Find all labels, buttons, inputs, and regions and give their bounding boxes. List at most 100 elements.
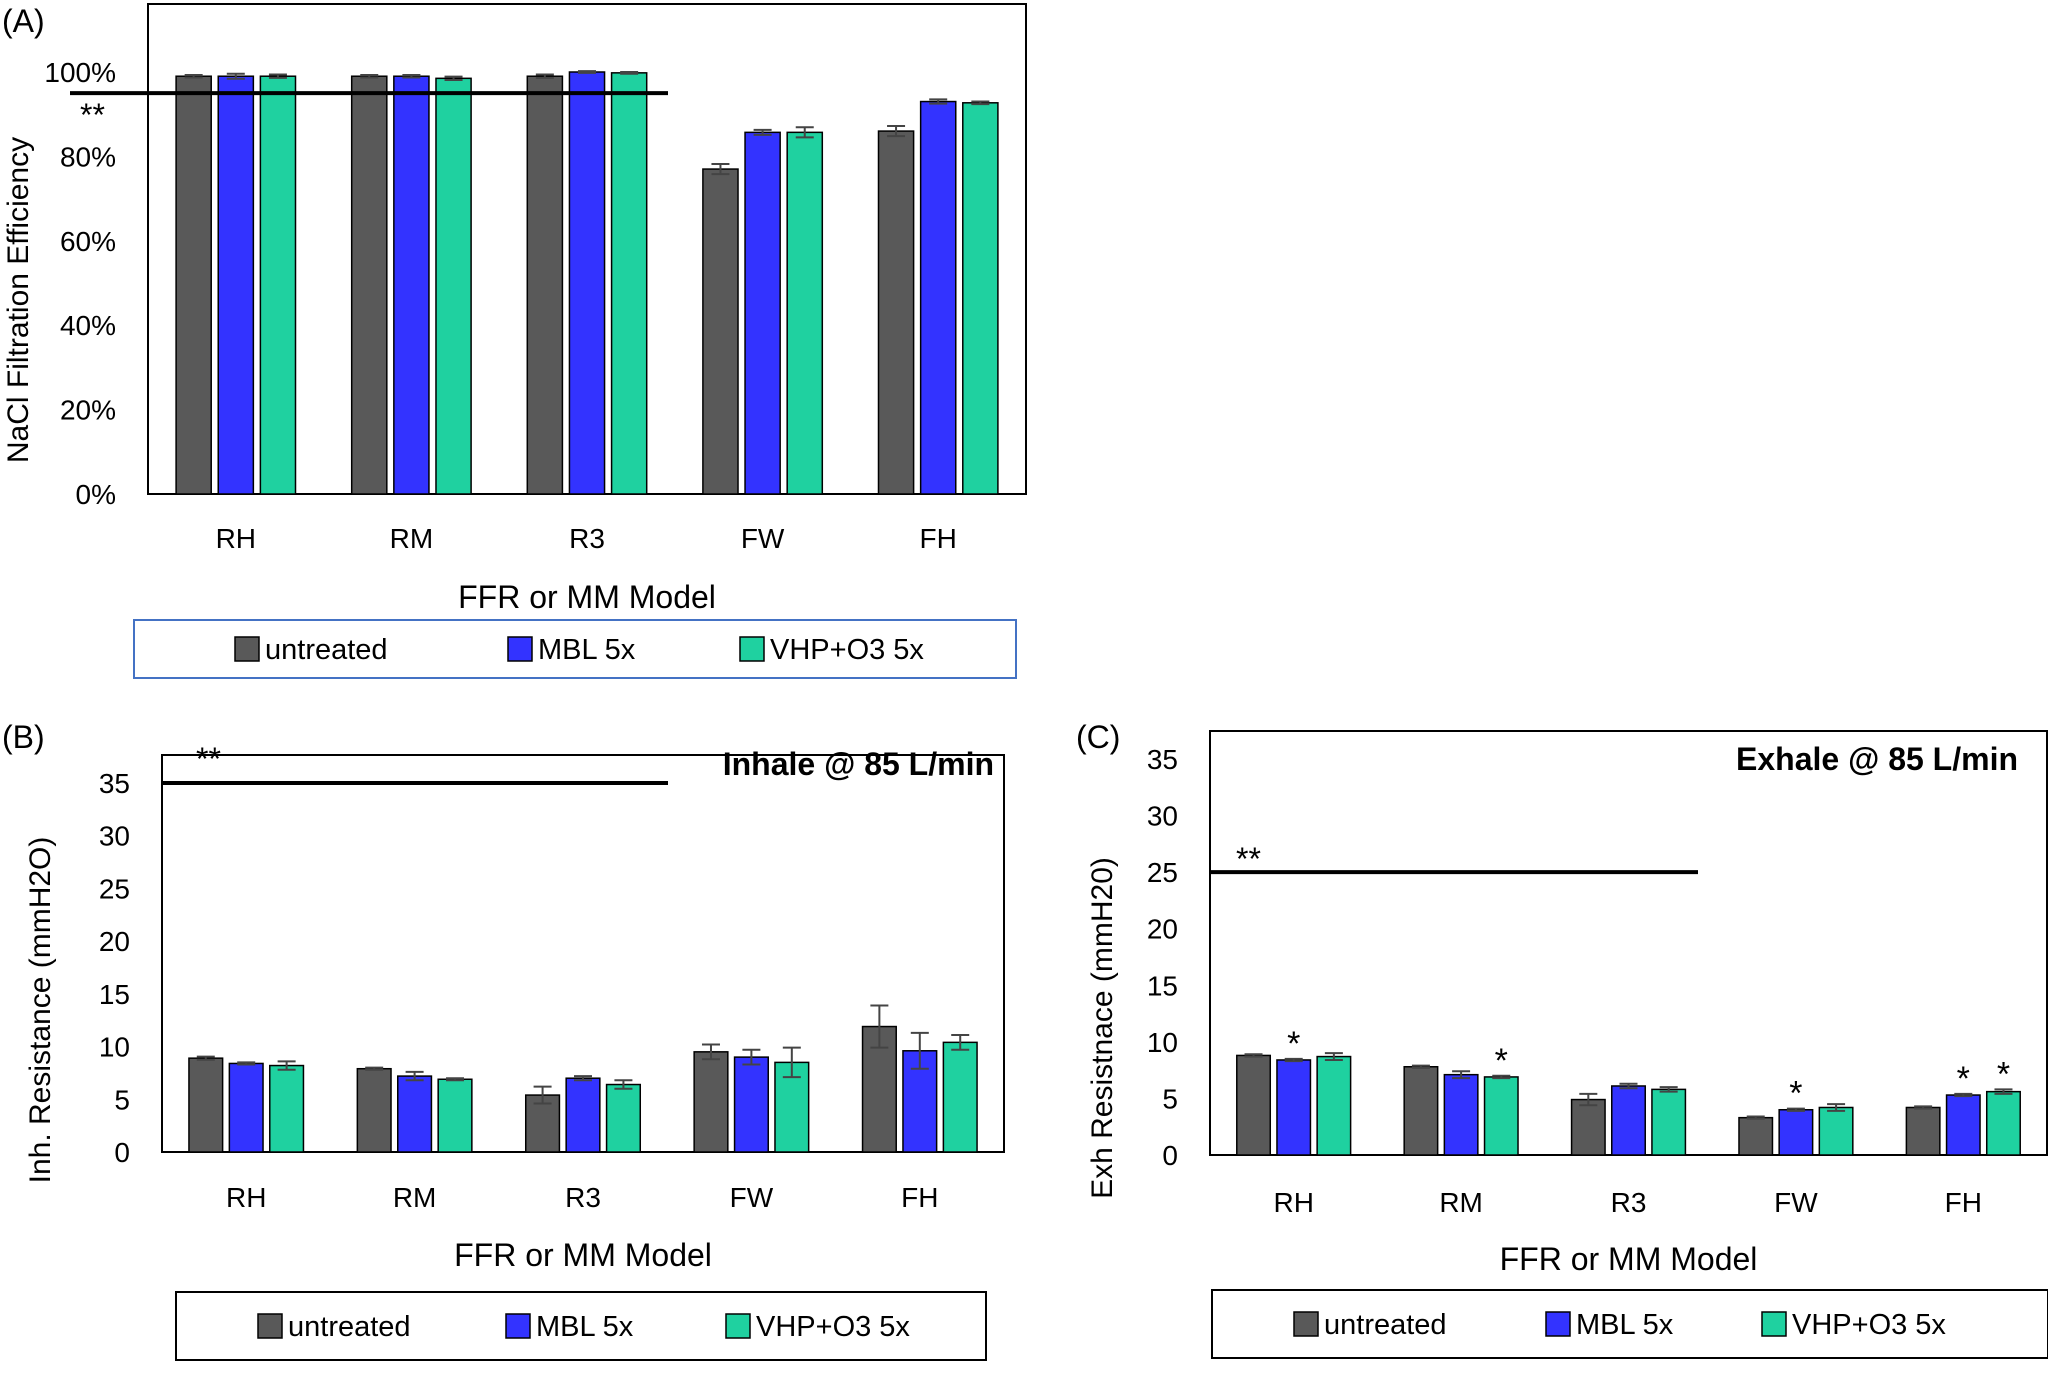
panel-b-reference-label: **	[196, 741, 221, 777]
panel-b-bar	[228, 1062, 264, 1153]
panel-a-bar	[393, 75, 430, 495]
panel-a-x-axis-label: FFR or MM Model	[458, 579, 716, 615]
panel-b-category-label: RM	[393, 1182, 437, 1213]
panel-b-legend-entry: MBL 5x	[536, 1311, 634, 1343]
panel-a-label: (A)	[2, 3, 45, 39]
panel-b-ytick-label: 20	[99, 926, 130, 957]
panel-a-category-label: R3	[569, 523, 605, 554]
panel-c-category-label: RH	[1273, 1187, 1313, 1218]
panel-b-ytick-label: 15	[99, 979, 130, 1010]
panel-b-bar	[942, 1041, 978, 1153]
panel-c-bar	[1778, 1108, 1814, 1156]
panel-c-bar	[1483, 1076, 1519, 1156]
panel-a-bar	[962, 102, 999, 495]
panel-c-category-label: RM	[1439, 1187, 1483, 1218]
panel-c-ytick-label: 15	[1147, 970, 1178, 1001]
panel-a-bar	[786, 131, 824, 495]
panel-c-category-label: FW	[1774, 1187, 1818, 1218]
panel-b-bar	[774, 1061, 810, 1153]
panel-c-legend-entry: MBL 5x	[1576, 1309, 1674, 1341]
panel-b-legend-entry: untreated	[288, 1311, 411, 1343]
panel-c-ytick-label: 10	[1147, 1027, 1178, 1058]
panel-a-bar	[217, 75, 255, 495]
panel-a-ytick-label: 0%	[76, 479, 116, 510]
panel-c-significance-marker: *	[1287, 1025, 1300, 1063]
panel-b-legend-entry: VHP+O3 5x	[756, 1311, 910, 1343]
panel-b-legend-box	[175, 1291, 987, 1361]
panel-a-category-label: FW	[741, 523, 785, 554]
panel-b-bar	[188, 1057, 224, 1153]
panel-a-ytick-label: 100%	[44, 57, 116, 88]
panel-a-bar	[568, 71, 606, 495]
panel-c-bar	[1276, 1059, 1312, 1156]
panel-c-ytick-label: 0	[1162, 1140, 1178, 1171]
panel-a-legend-entry: untreated	[265, 634, 388, 666]
panel-a-bar	[702, 168, 739, 495]
panel-a-legend-swatch	[507, 636, 533, 662]
panel-c-bar	[1403, 1065, 1439, 1156]
panel-a-bar	[919, 100, 957, 495]
panel-c-bar	[1316, 1055, 1352, 1156]
panel-b-category-label: R3	[565, 1182, 601, 1213]
panel-c-y-axis-label: Exh Resistnace (mmH20)	[1086, 857, 1119, 1199]
panel-c-ytick-label: 20	[1147, 914, 1178, 945]
panel-b-bar	[524, 1094, 561, 1153]
panel-b-category-label: RH	[226, 1182, 266, 1213]
panel-a-ytick-label: 20%	[60, 395, 116, 426]
panel-b-ytick-label: 5	[114, 1084, 130, 1115]
panel-c-bar	[1611, 1085, 1646, 1156]
panel-b-category-label: FW	[730, 1182, 774, 1213]
panel-b-bar	[397, 1075, 433, 1153]
panel-b-x-axis-label: FFR or MM Model	[454, 1237, 712, 1273]
panel-a-bar	[175, 75, 212, 495]
panel-c-bar	[1570, 1098, 1606, 1156]
panel-c-bar	[1905, 1106, 1941, 1156]
panel-b-category-label: FH	[901, 1182, 938, 1213]
panel-a-reference-label: **	[80, 97, 105, 133]
panel-a-category-label: RM	[390, 523, 434, 554]
panel-a-legend-entry: MBL 5x	[538, 634, 636, 666]
panel-c-bar	[1236, 1054, 1272, 1156]
panel-a-category-label: RH	[216, 523, 256, 554]
panel-b-ytick-label: 35	[99, 768, 130, 799]
panel-c-bar	[1945, 1094, 1981, 1156]
panel-a-category-label: FH	[920, 523, 957, 554]
panel-a-legend-entry: VHP+O3 5x	[770, 634, 924, 666]
panel-c-legend-swatch	[1761, 1311, 1787, 1337]
panel-c-x-axis-label: FFR or MM Model	[1500, 1241, 1758, 1277]
panel-c-legend-swatch	[1545, 1311, 1571, 1337]
panel-c-bar	[1443, 1073, 1479, 1156]
panel-b-bar	[733, 1056, 769, 1153]
panel-c-legend-swatch	[1293, 1311, 1319, 1337]
panel-c-label: (C)	[1076, 719, 1120, 755]
panel-a-bar	[744, 131, 781, 495]
panel-b-bar	[269, 1064, 305, 1153]
panel-b-bar	[605, 1083, 642, 1153]
panel-a-ytick-label: 80%	[60, 141, 116, 172]
panel-c-significance-marker: *	[1495, 1042, 1508, 1080]
panel-b-ytick-label: 30	[99, 821, 130, 852]
panel-c-title: Exhale @ 85 L/min	[1736, 741, 2018, 777]
panel-c-significance-marker: *	[1997, 1055, 2010, 1093]
panel-b-bar	[565, 1077, 601, 1153]
panel-a-bar	[526, 75, 564, 495]
panel-c-legend-box	[1211, 1289, 2048, 1359]
panel-b-ytick-label: 0	[114, 1137, 130, 1168]
panel-b-ytick-label: 10	[99, 1032, 130, 1063]
panel-b-legend-swatch	[725, 1313, 751, 1339]
panel-a-bar	[259, 75, 297, 495]
panel-c-category-label: FH	[1945, 1187, 1982, 1218]
panel-b-bar	[693, 1051, 729, 1153]
panel-c-reference-label: **	[1236, 841, 1261, 877]
panel-b-y-axis-label: Inh. Resistance (mmH2O)	[24, 837, 57, 1184]
panel-c-bar	[1818, 1106, 1854, 1156]
panel-a-bar	[877, 130, 915, 495]
panel-b-legend-swatch	[505, 1313, 531, 1339]
panel-a-bar	[435, 77, 472, 495]
panel-a-bar	[610, 72, 648, 495]
panel-c-bar	[1651, 1088, 1687, 1156]
panel-a-bar	[350, 75, 388, 495]
panel-c-bar	[1738, 1116, 1774, 1156]
panel-c-ytick-label: 5	[1162, 1083, 1178, 1114]
